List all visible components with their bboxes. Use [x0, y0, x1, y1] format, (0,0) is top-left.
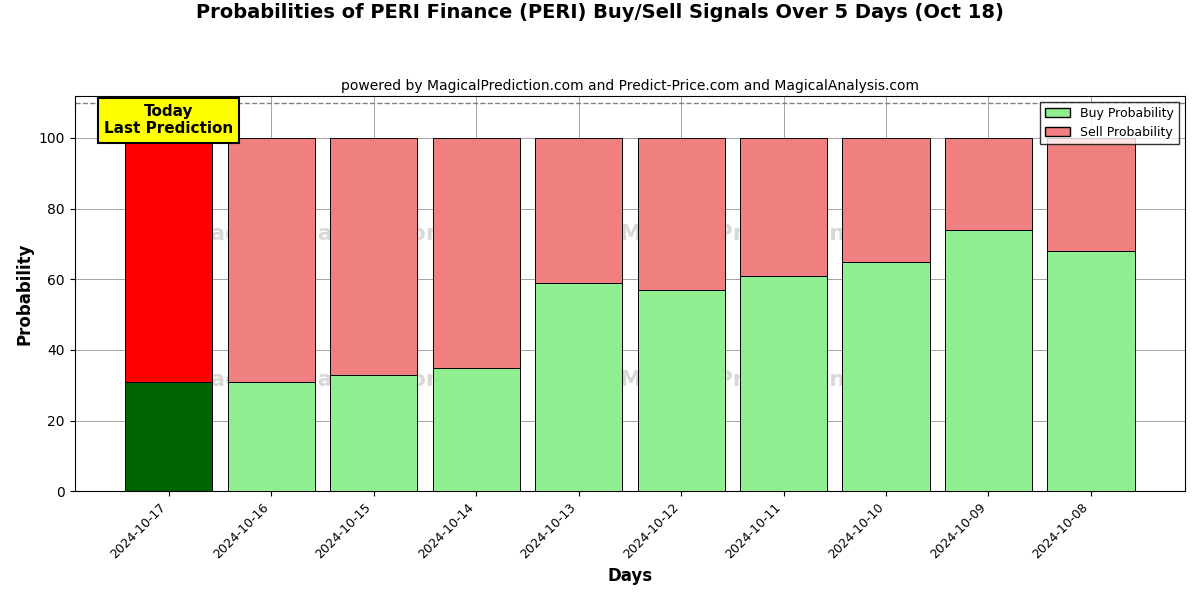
- Bar: [125, 138, 212, 382]
- Bar: [944, 230, 1032, 491]
- Bar: [330, 374, 418, 491]
- Legend: Buy Probability, Sell Probability: Buy Probability, Sell Probability: [1040, 102, 1178, 144]
- Y-axis label: Probability: Probability: [16, 242, 34, 344]
- Text: Probabilities of PERI Finance (PERI) Buy/Sell Signals Over 5 Days (Oct 18): Probabilities of PERI Finance (PERI) Buy…: [196, 3, 1004, 22]
- Bar: [432, 138, 520, 368]
- Bar: [1048, 251, 1134, 491]
- Bar: [637, 138, 725, 290]
- Bar: [432, 368, 520, 491]
- Bar: [740, 138, 827, 276]
- Bar: [535, 283, 622, 491]
- Bar: [228, 138, 314, 382]
- Bar: [535, 138, 622, 283]
- Text: MagicalPrediction.com: MagicalPrediction.com: [620, 224, 906, 244]
- Bar: [944, 138, 1032, 230]
- Bar: [330, 138, 418, 374]
- Title: powered by MagicalPrediction.com and Predict-Price.com and MagicalAnalysis.com: powered by MagicalPrediction.com and Pre…: [341, 79, 919, 93]
- Bar: [740, 276, 827, 491]
- X-axis label: Days: Days: [607, 567, 653, 585]
- Text: Today
Last Prediction: Today Last Prediction: [104, 104, 233, 136]
- Bar: [125, 382, 212, 491]
- Bar: [1048, 138, 1134, 251]
- Text: MagicalPrediction.com: MagicalPrediction.com: [620, 370, 906, 391]
- Text: MagicalAnalysis.com: MagicalAnalysis.com: [188, 370, 450, 391]
- Bar: [637, 290, 725, 491]
- Bar: [842, 138, 930, 262]
- Bar: [842, 262, 930, 491]
- Text: MagicalAnalysis.com: MagicalAnalysis.com: [188, 224, 450, 244]
- Bar: [228, 382, 314, 491]
